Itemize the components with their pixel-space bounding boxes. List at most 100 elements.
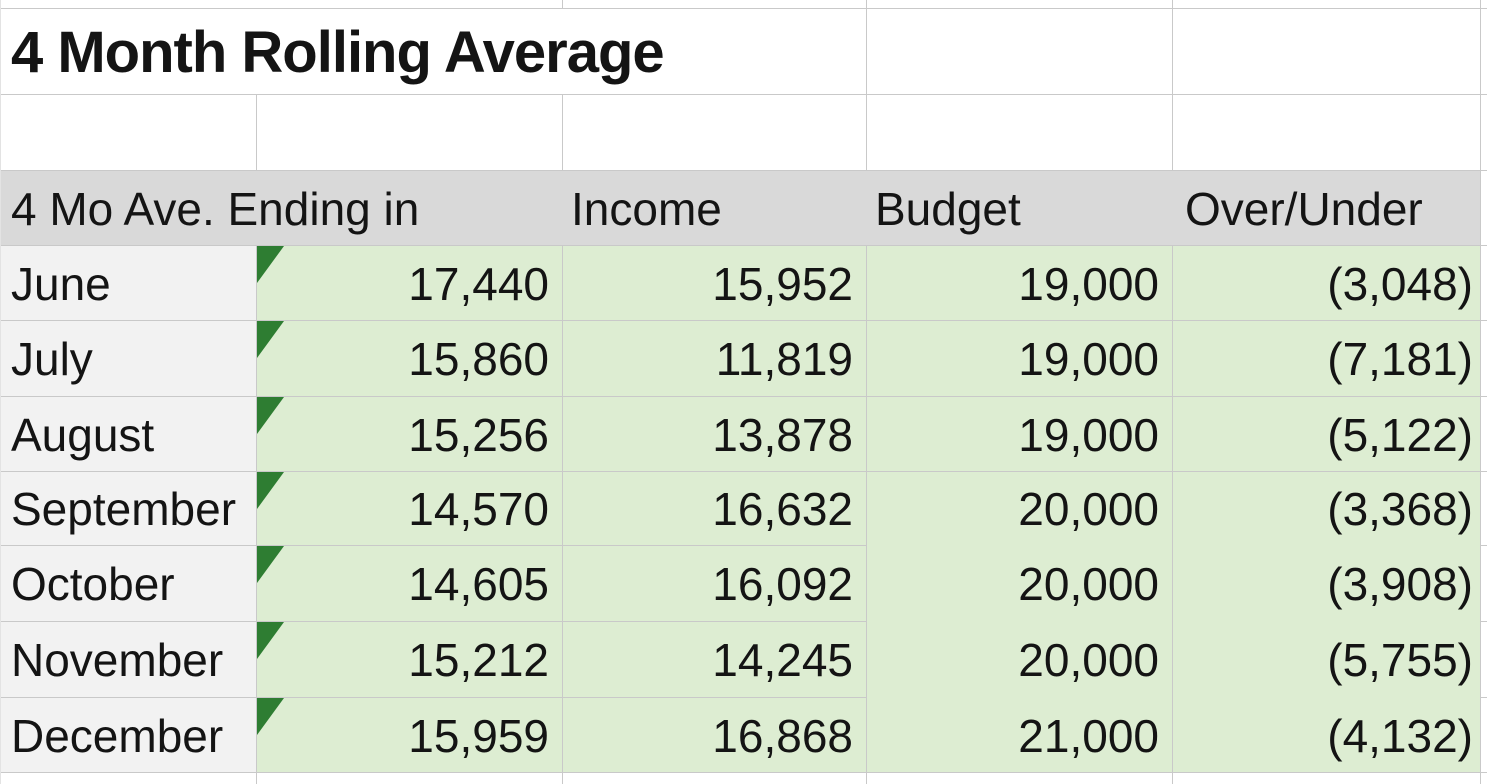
empty-cell <box>1 773 257 784</box>
over-under-cell[interactable]: (5,755) <box>1173 622 1481 698</box>
month-cell[interactable]: June <box>1 246 257 321</box>
over-under-value: (5,755) <box>1327 634 1473 686</box>
error-indicator-icon <box>257 622 284 659</box>
rolling-avg-cell[interactable]: 15,860 <box>257 321 563 397</box>
empty-cell[interactable] <box>867 9 1173 95</box>
income-value: 16,868 <box>712 709 853 762</box>
header-budget[interactable]: Budget <box>867 171 1173 246</box>
rolling-avg-cell[interactable]: 14,605 <box>257 546 563 622</box>
rolling-avg-cell[interactable]: 15,256 <box>257 397 563 472</box>
empty-cell <box>563 0 867 9</box>
budget-cell[interactable]: 19,000 <box>867 246 1173 321</box>
month-cell[interactable]: July <box>1 321 257 397</box>
budget-value: 20,000 <box>1018 483 1159 535</box>
gridline <box>1481 545 1487 546</box>
over-under-value: (4,132) <box>1327 709 1473 762</box>
gridline <box>1 245 1487 246</box>
rolling-avg-value: 14,570 <box>408 483 549 535</box>
table-row: October 14,605 16,092 20,000 (3,908) <box>1 546 1487 622</box>
over-under-cell[interactable]: (7,181) <box>1173 321 1481 397</box>
budget-cell[interactable]: 20,000 <box>867 546 1173 622</box>
gridline <box>1481 772 1487 773</box>
gridline <box>1 545 867 546</box>
over-under-value: (5,122) <box>1327 408 1473 461</box>
gridline <box>1 320 1487 321</box>
rolling-avg-value: 14,605 <box>408 558 549 610</box>
title-cell[interactable]: 4 Month Rolling Average <box>1 9 867 95</box>
rolling-avg-value: 15,860 <box>408 333 549 385</box>
month-cell[interactable]: October <box>1 546 257 622</box>
empty-cell <box>867 773 1173 784</box>
empty-cell <box>1481 622 1487 698</box>
month-cell[interactable]: November <box>1 622 257 698</box>
budget-value: 20,000 <box>1018 634 1159 686</box>
rolling-avg-cell[interactable]: 15,212 <box>257 622 563 698</box>
table-row: November 15,212 14,245 20,000 (5,755) <box>1 622 1487 698</box>
empty-cell <box>1481 472 1487 546</box>
over-under-cell[interactable]: (3,048) <box>1173 246 1481 321</box>
rolling-avg-value: 15,959 <box>408 709 549 762</box>
empty-cell[interactable] <box>563 95 867 171</box>
empty-cell <box>1481 321 1487 397</box>
header-over-under[interactable]: Over/Under <box>1173 171 1481 246</box>
budget-cell[interactable]: 19,000 <box>867 397 1173 472</box>
empty-cell <box>1481 698 1487 773</box>
income-value: 16,632 <box>712 483 853 535</box>
empty-cell[interactable] <box>257 95 563 171</box>
empty-cell <box>1173 0 1481 9</box>
income-value: 15,952 <box>712 257 853 310</box>
error-indicator-icon <box>257 698 284 735</box>
empty-cell[interactable] <box>1 95 257 171</box>
sheet-title: 4 Month Rolling Average <box>11 19 665 85</box>
gridline <box>1 621 867 622</box>
income-cell[interactable]: 14,245 <box>563 622 867 698</box>
income-cell[interactable]: 11,819 <box>563 321 867 397</box>
over-under-cell[interactable]: (5,122) <box>1173 397 1481 472</box>
header-ending-in[interactable]: 4 Mo Ave. Ending in <box>1 171 563 246</box>
empty-cell <box>1481 9 1487 95</box>
partial-row-bottom <box>1 773 1487 784</box>
empty-cell[interactable] <box>867 95 1173 171</box>
month-cell[interactable]: December <box>1 698 257 773</box>
empty-cell <box>867 0 1173 9</box>
rolling-avg-cell[interactable]: 17,440 <box>257 246 563 321</box>
empty-cell <box>1173 773 1481 784</box>
empty-cell <box>1481 95 1487 171</box>
income-cell[interactable]: 16,868 <box>563 698 867 773</box>
income-cell[interactable]: 16,632 <box>563 472 867 546</box>
rolling-avg-value: 15,212 <box>408 634 549 686</box>
title-row: 4 Month Rolling Average <box>1 9 1487 95</box>
rolling-avg-value: 15,256 <box>408 408 549 461</box>
gridline <box>1 697 867 698</box>
empty-cell[interactable] <box>1173 9 1481 95</box>
budget-cell[interactable]: 21,000 <box>867 698 1173 773</box>
month-cell[interactable]: August <box>1 397 257 472</box>
income-cell[interactable]: 15,952 <box>563 246 867 321</box>
table-row: August 15,256 13,878 19,000 (5,122) <box>1 397 1487 472</box>
income-cell[interactable]: 16,092 <box>563 546 867 622</box>
over-under-cell[interactable]: (3,908) <box>1173 546 1481 622</box>
empty-cell <box>1481 773 1487 784</box>
error-indicator-icon <box>257 546 284 583</box>
over-under-cell[interactable]: (3,368) <box>1173 472 1481 546</box>
budget-value: 20,000 <box>1018 558 1159 610</box>
header-income[interactable]: Income <box>563 171 867 246</box>
income-cell[interactable]: 13,878 <box>563 397 867 472</box>
table-row: July 15,860 11,819 19,000 (7,181) <box>1 321 1487 397</box>
rolling-avg-cell[interactable]: 15,959 <box>257 698 563 773</box>
budget-cell[interactable]: 20,000 <box>867 622 1173 698</box>
error-indicator-icon <box>257 246 284 283</box>
gridline <box>1 8 1487 9</box>
budget-value: 21,000 <box>1018 709 1159 762</box>
over-under-cell[interactable]: (4,132) <box>1173 698 1481 773</box>
empty-cell <box>1481 397 1487 472</box>
rolling-avg-cell[interactable]: 14,570 <box>257 472 563 546</box>
gridline <box>1 94 1487 95</box>
income-value: 16,092 <box>712 558 853 610</box>
budget-cell[interactable]: 20,000 <box>867 472 1173 546</box>
income-value: 13,878 <box>712 408 853 461</box>
budget-cell[interactable]: 19,000 <box>867 321 1173 397</box>
empty-cell[interactable] <box>1173 95 1481 171</box>
month-cell[interactable]: September <box>1 472 257 546</box>
